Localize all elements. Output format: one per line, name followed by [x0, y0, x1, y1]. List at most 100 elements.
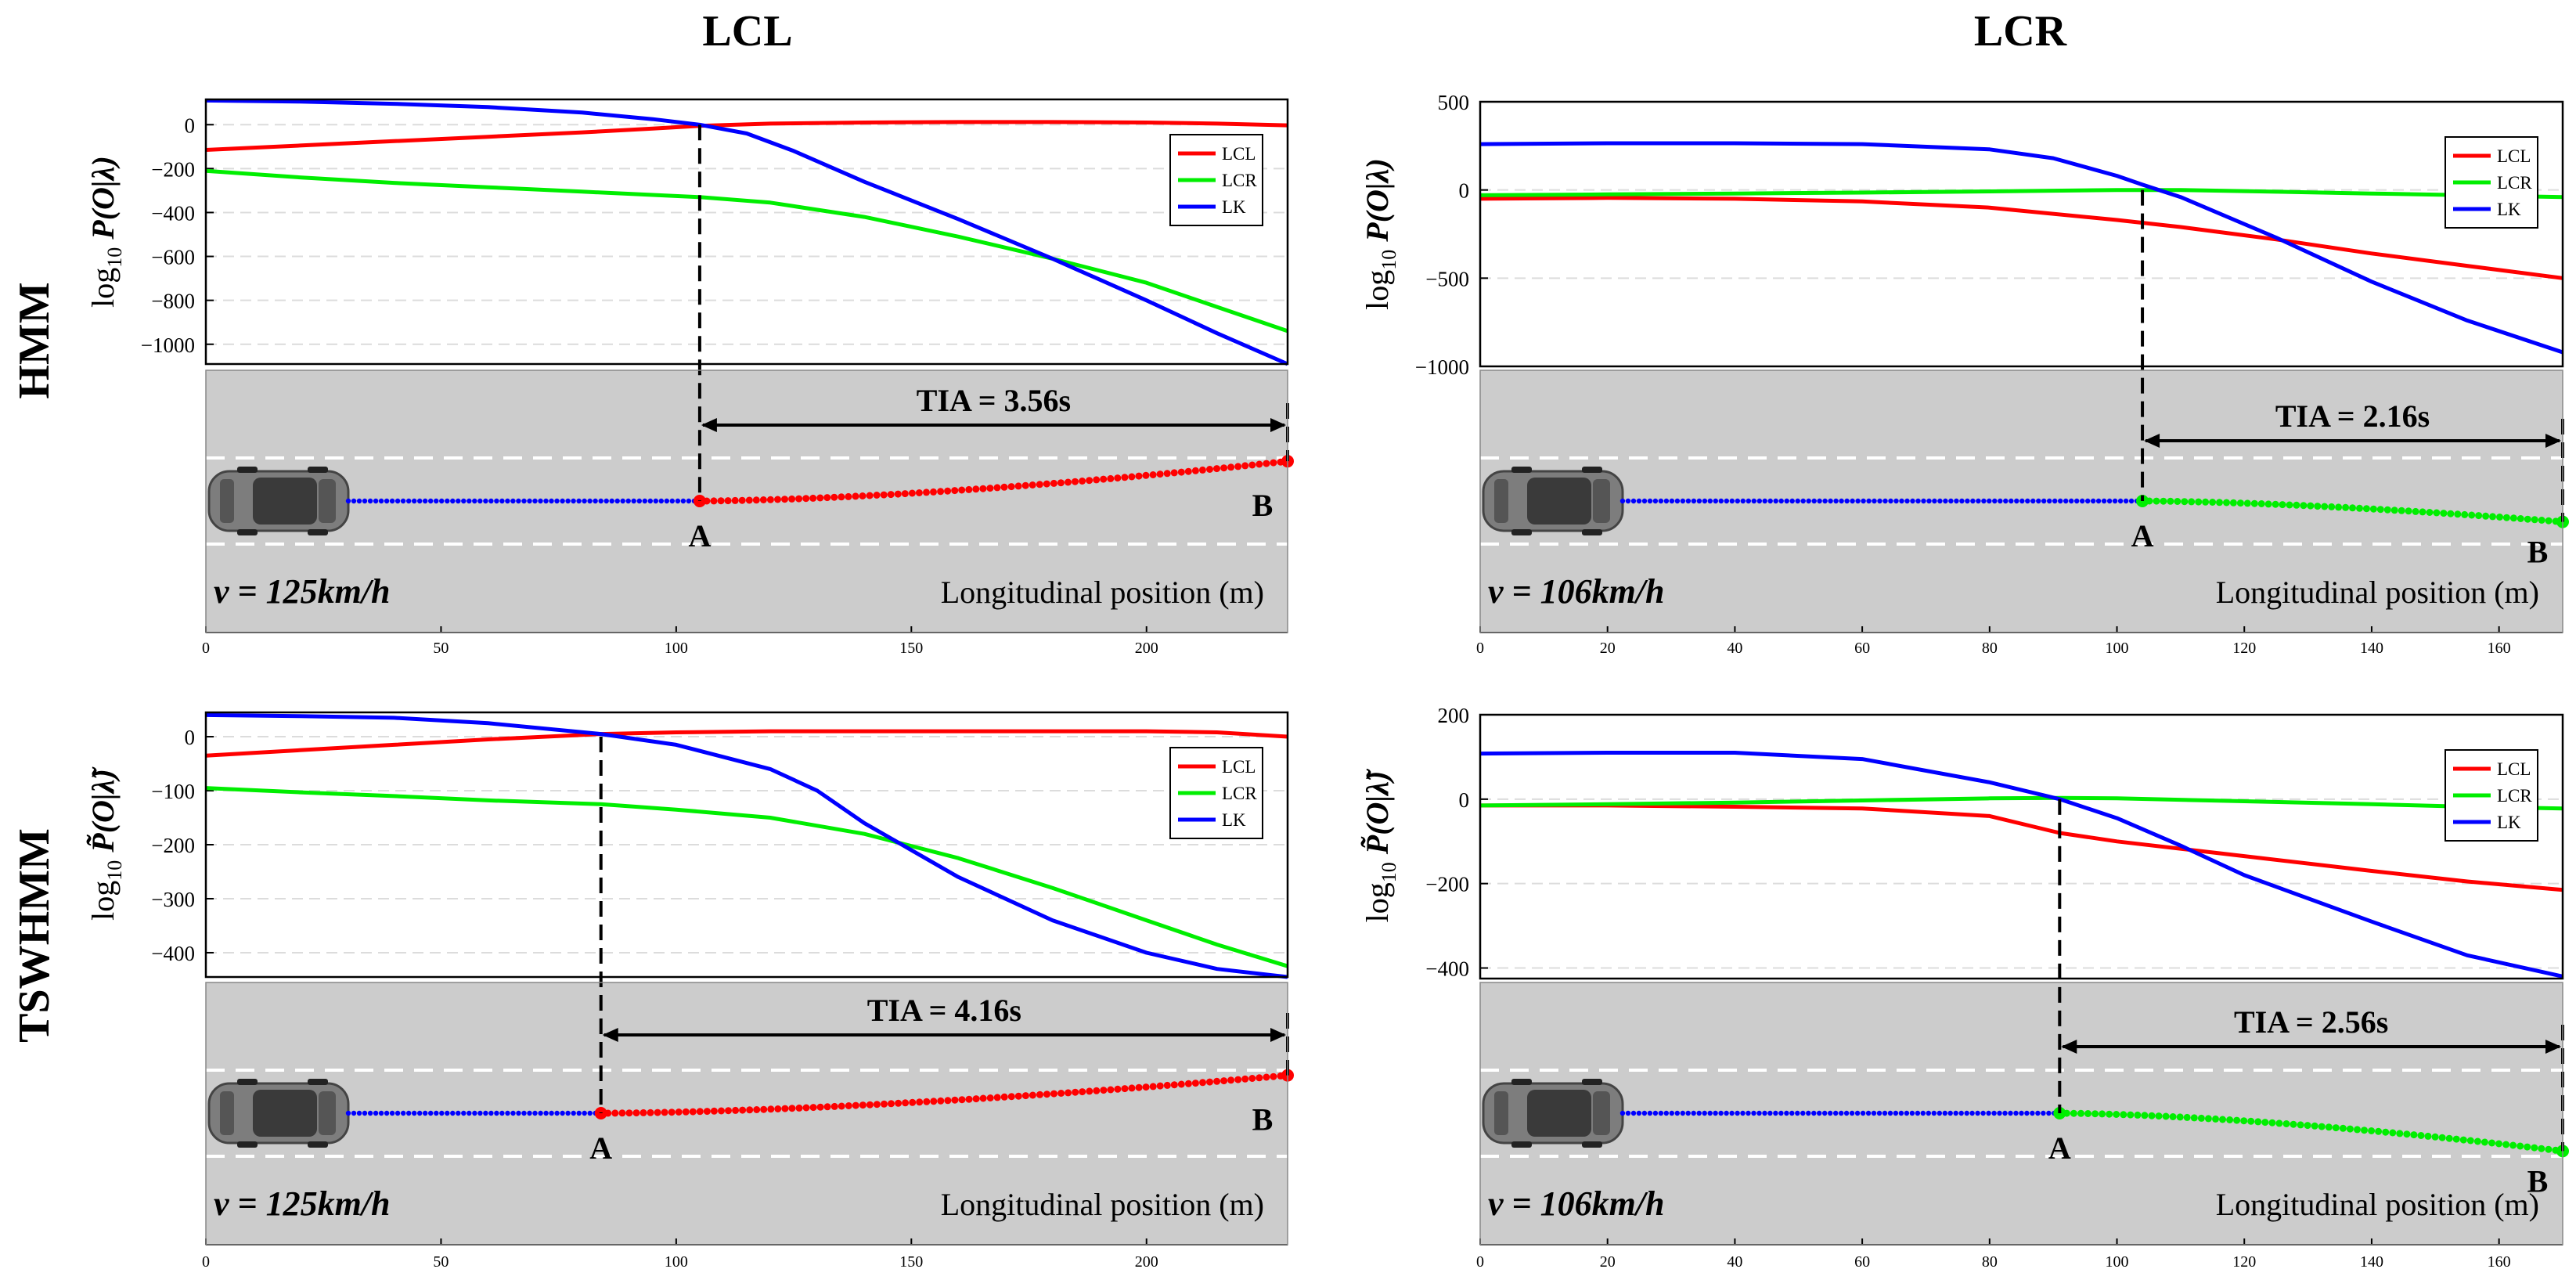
trajectory-point-change — [2481, 1138, 2488, 1146]
trajectory-point-change — [668, 1109, 676, 1116]
car-windshield — [319, 479, 336, 523]
trajectory-point-lk — [378, 1110, 384, 1116]
trajectory-point-change — [2524, 1143, 2531, 1151]
trajectory-point-lk — [1647, 1110, 1653, 1116]
trajectory-point-change — [2113, 1111, 2120, 1118]
trajectory-point-change — [1227, 1076, 1235, 1084]
trajectory-point-lk — [576, 498, 582, 504]
trajectory-point-change — [2197, 1114, 2205, 1122]
trajectory-point-lk — [576, 1110, 582, 1116]
point-a-label: A — [589, 1130, 612, 1166]
plot-border — [204, 98, 1289, 366]
trajectory-point-change — [710, 1107, 718, 1115]
trajectory-point-change — [767, 1105, 775, 1113]
trajectory-point-lk — [1953, 1110, 1958, 1116]
trajectory-point-change — [2426, 509, 2434, 516]
x-tick-label: 160 — [2488, 1253, 2511, 1271]
x-tick-label: 150 — [899, 640, 923, 657]
trajectory-point-change — [916, 1098, 924, 1106]
trajectory-point-change — [965, 485, 973, 493]
trajectory-point-lk — [1773, 498, 1778, 504]
trajectory-point-lk — [395, 1110, 401, 1116]
trajectory-point-lk — [345, 1110, 351, 1116]
trajectory-point-change — [2077, 1109, 2084, 1117]
trajectory-point-lk — [2074, 498, 2080, 504]
trajectory-point-change — [1234, 1076, 1242, 1083]
trajectory-point-change — [781, 1105, 789, 1112]
trajectory-point-lk — [653, 498, 658, 504]
plot-area — [1480, 102, 2563, 366]
trajectory-point-change — [696, 1108, 704, 1116]
trajectory-point-change — [1135, 1083, 1143, 1091]
trajectory-point-lk — [1980, 1110, 1986, 1116]
x-tick-label: 200 — [1135, 640, 1158, 657]
trajectory-point-lk — [1669, 1110, 1674, 1116]
y-tick-label: −1000 — [1415, 355, 1469, 379]
trajectory-point-lk — [1877, 498, 1882, 504]
trajectory-point-change — [625, 1109, 633, 1117]
trajectory-point-lk — [1619, 498, 1626, 504]
trajectory-point-lk — [1735, 498, 1740, 504]
trajectory-point-change — [2272, 500, 2279, 508]
trajectory-point-change — [802, 495, 810, 503]
trajectory-point-change — [1198, 466, 1206, 474]
trajectory-point-change — [1184, 1080, 1192, 1087]
trajectory-point-change — [2190, 1114, 2198, 1122]
trajectory-point-change — [1043, 480, 1050, 488]
y-axis-label-expr: P̃(O|λ̃) — [1360, 768, 1395, 862]
y-axis-label-expr: P(O|λ) — [1360, 158, 1395, 250]
trajectory-point-lk — [598, 498, 603, 504]
car-windshield — [319, 1091, 336, 1135]
trajectory-point-lk — [488, 1110, 494, 1116]
trajectory-point-lk — [1619, 1110, 1626, 1116]
trajectory-point-lk — [587, 1110, 593, 1116]
trajectory-point-lk — [505, 1110, 510, 1116]
trajectory-point-lk — [554, 498, 560, 504]
trajectory-point-lk — [647, 498, 653, 504]
trajectory-point-change — [1093, 476, 1101, 484]
trajectory-point-change — [2368, 1127, 2376, 1134]
trajectory-point-lk — [1854, 1110, 1861, 1116]
speed-label: v = 106km/h — [1488, 572, 1665, 611]
trajectory-point-change — [1086, 477, 1093, 485]
plot-border — [1479, 100, 2564, 368]
trajectory-point-change — [979, 485, 987, 492]
legend: LCL LCR LK — [2444, 136, 2538, 229]
x-tick-label: 60 — [1854, 640, 1870, 657]
trajectory-point-change — [2461, 510, 2469, 518]
trajectory-point-lk — [587, 498, 593, 504]
x-axis-label: Longitudinal position (m) — [2216, 575, 2539, 610]
trajectory-point-change — [639, 1109, 647, 1116]
plot-border — [1479, 713, 2564, 980]
trajectory-point-lk — [669, 498, 675, 504]
trajectory-point-lk — [532, 1110, 538, 1116]
trajectory-point-lk — [1910, 498, 1915, 504]
trajectory-point-change — [1029, 1091, 1036, 1099]
trajectory-point-lk — [549, 498, 554, 504]
trajectory-point-lk — [1630, 1110, 1637, 1116]
plot-border — [204, 711, 1289, 979]
trajectory-point-change — [2398, 507, 2405, 514]
trajectory-point-change — [2257, 500, 2265, 507]
trajectory-point-change — [866, 492, 874, 499]
trajectory-point-lk — [1861, 498, 1866, 504]
trajectory-point-lk — [2035, 1110, 2041, 1116]
legend-label-lcl: LCL — [1222, 144, 1256, 164]
y-axis-label-expr: P̃(O|λ̃) — [85, 766, 121, 860]
x-axis-label: Longitudinal position (m) — [941, 1187, 1264, 1222]
trajectory-point-change — [1050, 1090, 1057, 1098]
trajectory-point-lk — [406, 1110, 412, 1116]
trajectory-point-lk — [477, 498, 483, 504]
trajectory-point-lk — [1778, 1110, 1784, 1116]
trajectory-point-change — [2183, 1113, 2191, 1121]
trajectory-point-change — [2275, 1119, 2283, 1127]
trajectory-point-lk — [642, 498, 647, 504]
trajectory-point-lk — [2030, 498, 2036, 504]
arrow-head — [701, 418, 717, 432]
trajectory-point-change — [859, 1101, 866, 1109]
trajectory-point-lk — [2014, 498, 2019, 504]
y-tick-label: −400 — [151, 201, 195, 225]
trajectory-point-lk — [1740, 498, 1746, 504]
trajectory-point-change — [2412, 507, 2419, 515]
